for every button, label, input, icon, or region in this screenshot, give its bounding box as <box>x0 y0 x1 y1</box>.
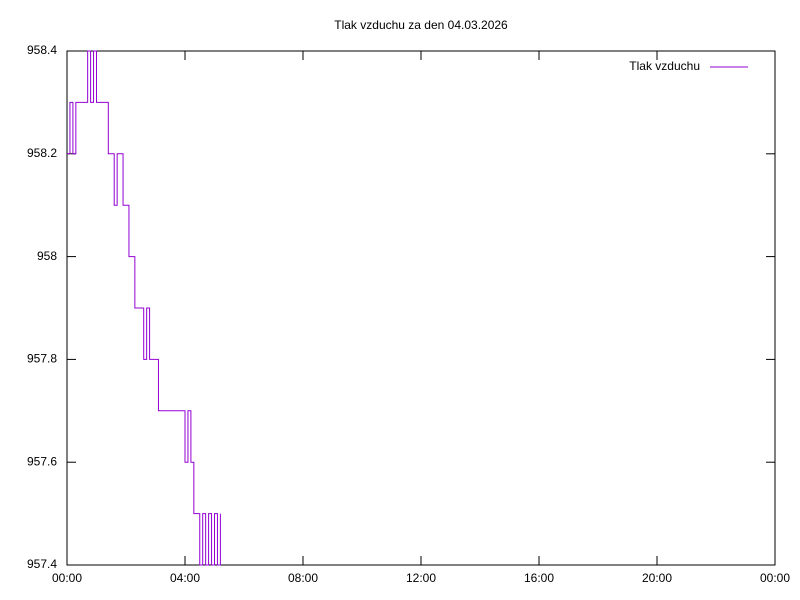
y-tick-label: 958.2 <box>27 146 57 160</box>
y-tick-label: 958 <box>37 249 57 263</box>
legend-label: Tlak vzduchu <box>629 59 700 73</box>
y-tick-label: 957.6 <box>27 454 57 468</box>
y-tick-label: 957.8 <box>27 352 57 366</box>
data-line <box>67 50 221 566</box>
y-tick-label: 957.4 <box>27 557 57 571</box>
x-tick-label: 00:00 <box>760 571 790 585</box>
chart-title: Tlak vzduchu za den 04.03.2026 <box>334 18 508 32</box>
x-tick-label: 04:00 <box>170 571 200 585</box>
plot-border <box>66 50 776 566</box>
x-tick-label: 20:00 <box>642 571 672 585</box>
x-tick-label: 08:00 <box>288 571 318 585</box>
x-tick-label: 00:00 <box>52 571 82 585</box>
x-tick-label: 16:00 <box>524 571 554 585</box>
x-tick-label: 12:00 <box>406 571 436 585</box>
y-tick-label: 958.4 <box>27 43 57 57</box>
